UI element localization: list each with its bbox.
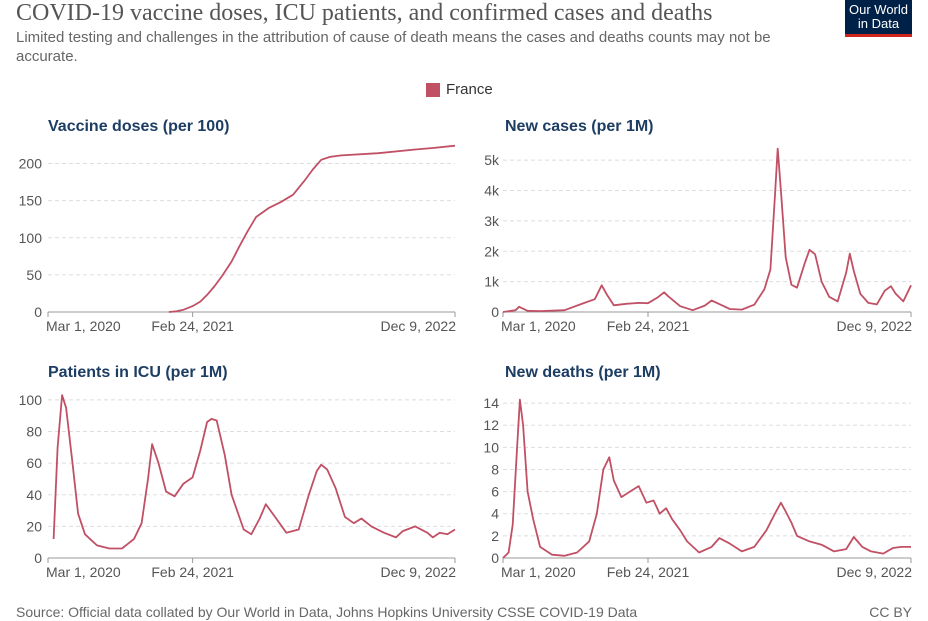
vaccine-doses-panel[interactable]: Vaccine doses (per 100) 0 50 100 150 200 Mar 1… (19, 118, 457, 334)
new-deaths-xtick-label: Feb 24, 2021 (607, 564, 690, 580)
icu-patients-ytick-label: 20 (26, 518, 42, 534)
new-deaths-ytick-label: 2 (491, 528, 499, 544)
new-cases-ytick-label: 4k (484, 183, 500, 199)
legend-label: France (446, 81, 493, 98)
vaccine-doses-series-line[interactable] (168, 144, 456, 313)
owid-logo[interactable]: Our World in Data (845, 0, 912, 37)
new-cases-ytick-label: 2k (484, 243, 500, 259)
new-cases-title: New cases (per 1M) (505, 118, 654, 135)
icu-patients-panel[interactable]: Patients in ICU (per 1M) 0 20 40 60 80 100 Mar … (19, 364, 457, 580)
new-cases-ytick-label: 0 (491, 304, 499, 320)
icu-patients-xtick-label: Dec 9, 2022 (381, 564, 457, 580)
vaccine-doses-xtick-label: Dec 9, 2022 (381, 318, 457, 334)
source-note[interactable]: Source: Official data collated by Our Wo… (16, 604, 638, 620)
new-cases-xtick-label: Feb 24, 2021 (607, 318, 690, 334)
new-cases-series-line[interactable] (502, 147, 912, 313)
icu-patients-ytick-label: 40 (26, 487, 42, 503)
vaccine-doses-ytick-label: 100 (19, 230, 43, 246)
new-cases-ytick-label: 1k (484, 274, 500, 290)
logo-line-2: in Data (857, 16, 900, 31)
icu-patients-ytick-label: 100 (19, 392, 43, 408)
chart-subtitle: Limited testing and challenges in the at… (16, 29, 771, 65)
new-deaths-ytick-label: 12 (483, 417, 499, 433)
icu-patients-xtick-label: Feb 24, 2021 (151, 564, 234, 580)
icu-patients-title: Patients in ICU (per 1M) (48, 364, 228, 381)
new-deaths-panel[interactable]: New deaths (per 1M) 0 2 4 6 8 10 12 14 Mar 1, 202… (483, 364, 912, 580)
vaccine-doses-ytick-label: 150 (19, 193, 43, 209)
icu-patients-ytick-label: 60 (26, 455, 42, 471)
new-cases-xtick-label: Mar 1, 2020 (501, 318, 576, 334)
new-deaths-series-line[interactable] (502, 398, 911, 559)
new-cases-ytick-label: 5k (484, 152, 500, 168)
new-deaths-ytick-label: 4 (491, 506, 499, 522)
vaccine-doses-xtick-label: Feb 24, 2021 (151, 318, 234, 334)
new-deaths-ytick-label: 6 (491, 484, 499, 500)
chart-title: COVID-19 vaccine doses, ICU patients, an… (16, 0, 713, 26)
icu-patients-ytick-label: 80 (26, 424, 42, 440)
legend[interactable]: France (426, 81, 493, 98)
new-cases-panel[interactable]: New cases (per 1M) 0 1k 2k 3k 4k 5k Mar 1, 2020… (484, 118, 912, 334)
vaccine-doses-xtick-label: Mar 1, 2020 (46, 318, 121, 334)
vaccine-doses-ytick-label: 0 (34, 304, 42, 320)
new-deaths-xtick-label: Mar 1, 2020 (501, 564, 576, 580)
new-deaths-ytick-label: 10 (483, 439, 499, 455)
icu-patients-ytick-label: 0 (34, 550, 42, 566)
license-label[interactable]: CC BY (869, 604, 912, 620)
new-deaths-title: New deaths (per 1M) (505, 364, 661, 381)
logo-line-1: Our World (849, 2, 908, 17)
icu-patients-series-line[interactable] (52, 394, 456, 550)
vaccine-doses-ytick-label: 200 (19, 156, 43, 172)
legend-swatch (426, 82, 440, 97)
new-cases-ytick-label: 3k (484, 213, 500, 229)
new-cases-xtick-label: Dec 9, 2022 (837, 318, 913, 334)
vaccine-doses-ytick-label: 50 (26, 267, 42, 283)
new-deaths-ytick-label: 14 (483, 395, 499, 411)
new-deaths-xtick-label: Dec 9, 2022 (837, 564, 913, 580)
vaccine-doses-title: Vaccine doses (per 100) (48, 118, 229, 135)
new-deaths-ytick-label: 0 (491, 550, 499, 566)
icu-patients-xtick-label: Mar 1, 2020 (46, 564, 121, 580)
new-deaths-ytick-label: 8 (491, 461, 499, 477)
